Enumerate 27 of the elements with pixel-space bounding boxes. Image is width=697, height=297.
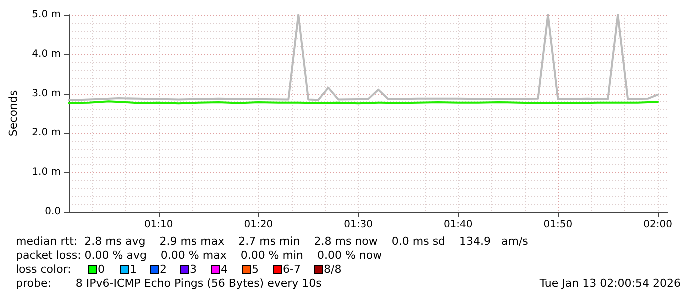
text: 2 <box>160 263 167 276</box>
y-tick-label: 0.0 <box>45 206 61 218</box>
x-tick-label: 01:20 <box>244 220 274 230</box>
x-tick-label: 01:10 <box>144 220 174 230</box>
y-tick-label: 3.0 m <box>32 88 61 100</box>
y-tick-label: 4.0 m <box>32 48 61 60</box>
text: packet loss: 0.00 % avg 0.00 % max 0.00 % min 0.00 % now <box>16 249 382 262</box>
y-tick-label: 1.0 m <box>32 167 61 178</box>
text: 6-7 <box>283 263 301 276</box>
x-tick-label: 02:00 <box>644 220 672 230</box>
text: loss color: <box>16 263 72 276</box>
text: 4 <box>221 263 228 276</box>
text: 8/8 <box>324 263 342 276</box>
text: 1 <box>130 263 137 276</box>
y-axis-title: Seconds <box>7 90 20 137</box>
text: 3 <box>190 263 197 276</box>
text: Tue Jan 13 02:00:54 2026 <box>540 277 681 290</box>
line-series <box>68 14 660 102</box>
text: 0 <box>98 263 105 276</box>
text: 5 <box>252 263 259 276</box>
x-tick-label: 01:50 <box>544 220 573 230</box>
x-tick-label: 01:40 <box>444 220 473 230</box>
y-tick-label: 2.0 m <box>32 128 61 139</box>
text: probe: 8 IPv6-ICMP Echo Pings (56 Bytes) every 10s <box>16 277 322 290</box>
y-tick-label: 5.0 m <box>32 10 61 20</box>
x-tick-label: 01:30 <box>344 220 373 230</box>
text: median rtt: 2.8 ms avg 2.9 ms max 2.7 ms min 2.8 ms now 0.0 ms sd 134.9 am/s <box>16 235 528 248</box>
